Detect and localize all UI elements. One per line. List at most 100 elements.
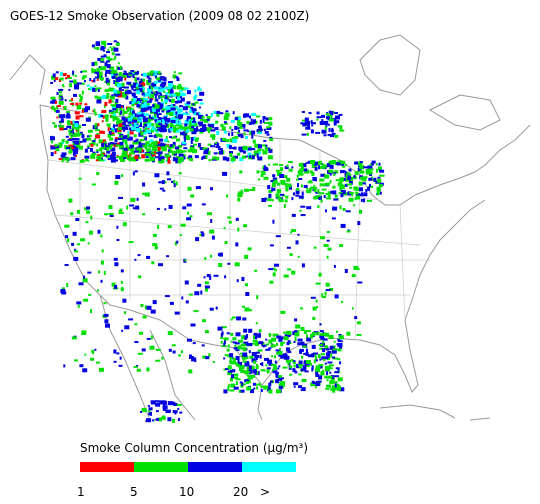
smoke-pixel: [116, 352, 120, 355]
smoke-pixel: [271, 355, 274, 358]
smoke-pixel: [58, 142, 63, 147]
smoke-pixel: [319, 195, 322, 200]
smoke-pixel: [94, 129, 100, 132]
smoke-pixel: [249, 309, 253, 312]
smoke-pixel: [337, 358, 341, 361]
smoke-pixel: [238, 389, 242, 393]
smoke-pixel: [116, 159, 118, 162]
smoke-pixel: [264, 130, 269, 134]
smoke-pixel: [110, 129, 113, 132]
smoke-pixel: [254, 342, 259, 346]
smoke-pixel: [54, 77, 59, 81]
smoke-pixel: [329, 345, 335, 350]
smoke-pixel: [184, 123, 188, 127]
smoke-pixel: [170, 98, 175, 103]
smoke-pixel: [148, 80, 151, 83]
smoke-pixel: [258, 332, 261, 335]
smoke-pixel: [131, 108, 134, 110]
smoke-pixel: [325, 387, 330, 390]
smoke-pixel: [161, 159, 165, 164]
smoke-pixel: [204, 257, 207, 261]
smoke-pixel: [309, 170, 313, 174]
smoke-pixel: [351, 274, 356, 278]
smoke-pixel: [62, 157, 67, 161]
smoke-pixel: [257, 333, 261, 338]
smoke-pixel: [321, 356, 325, 360]
smoke-pixel: [117, 132, 122, 135]
smoke-pixel: [293, 385, 296, 388]
smoke-pixel: [152, 104, 156, 108]
smoke-pixel: [158, 263, 163, 267]
smoke-pixel: [179, 105, 183, 108]
smoke-pixel: [339, 205, 342, 210]
smoke-pixel: [132, 171, 135, 176]
smoke-pixel: [103, 54, 107, 58]
smoke-pixel: [330, 111, 334, 116]
smoke-pixel: [333, 173, 336, 177]
smoke-pixel: [289, 185, 292, 190]
smoke-pixel: [278, 199, 284, 203]
smoke-pixel: [111, 52, 115, 56]
smoke-pixel: [339, 361, 342, 365]
smoke-pixel: [268, 204, 273, 207]
smoke-pixel: [65, 77, 67, 80]
smoke-pixel: [55, 148, 60, 152]
smoke-pixel: [329, 171, 332, 176]
smoke-pixel: [321, 188, 327, 191]
smoke-pixel: [323, 134, 327, 137]
smoke-pixel: [159, 103, 164, 108]
smoke-pixel: [176, 85, 182, 90]
smoke-pixel: [135, 205, 140, 210]
smoke-pixel: [129, 144, 133, 149]
smoke-pixel: [198, 114, 203, 119]
smoke-pixel: [325, 282, 330, 287]
smoke-pixel: [113, 124, 115, 129]
smoke-pixel: [159, 138, 163, 142]
smoke-pixel: [244, 254, 249, 259]
smoke-pixel: [56, 105, 59, 110]
smoke-pixel: [194, 121, 198, 125]
smoke-pixel: [105, 154, 110, 158]
smoke-pixel: [69, 83, 73, 88]
legend-swatch: [242, 462, 296, 472]
smoke-pixel: [132, 121, 134, 124]
smoke-pixel: [138, 100, 141, 105]
smoke-pixel: [59, 114, 64, 119]
smoke-pixel: [320, 332, 326, 336]
smoke-pixel: [314, 382, 318, 386]
smoke-pixel: [307, 181, 313, 184]
smoke-pixel: [154, 94, 157, 99]
smoke-pixel: [133, 97, 137, 101]
smoke-pixel: [116, 78, 120, 82]
smoke-pixel: [63, 106, 67, 111]
smoke-pixel: [280, 193, 284, 196]
smoke-pixel: [86, 210, 91, 214]
smoke-pixel: [121, 116, 125, 121]
smoke-pixel: [114, 180, 119, 185]
smoke-pixel: [207, 212, 212, 216]
smoke-pixel: [148, 412, 152, 416]
smoke-pixel: [132, 101, 138, 103]
smoke-pixel: [319, 178, 325, 182]
smoke-pixel: [206, 116, 211, 119]
smoke-pixel: [172, 141, 176, 146]
smoke-pixel: [149, 97, 153, 102]
smoke-pixel: [161, 400, 167, 404]
smoke-pixel: [155, 129, 159, 133]
smoke-pixel: [128, 157, 133, 162]
smoke-pixel: [298, 373, 302, 376]
smoke-pixel: [148, 122, 153, 127]
smoke-pixel: [202, 355, 207, 359]
smoke-pixel: [253, 119, 256, 124]
smoke-pixel: [369, 163, 372, 166]
smoke-pixel: [367, 186, 371, 191]
smoke-pixel: [140, 78, 143, 83]
smoke-pixel: [116, 65, 119, 70]
smoke-pixel: [222, 171, 228, 176]
smoke-pixel: [201, 156, 204, 160]
smoke-pixel: [100, 58, 105, 62]
smoke-pixel: [260, 389, 263, 392]
smoke-pixel: [283, 183, 289, 186]
smoke-pixel: [277, 182, 280, 186]
smoke-pixel: [146, 106, 152, 109]
